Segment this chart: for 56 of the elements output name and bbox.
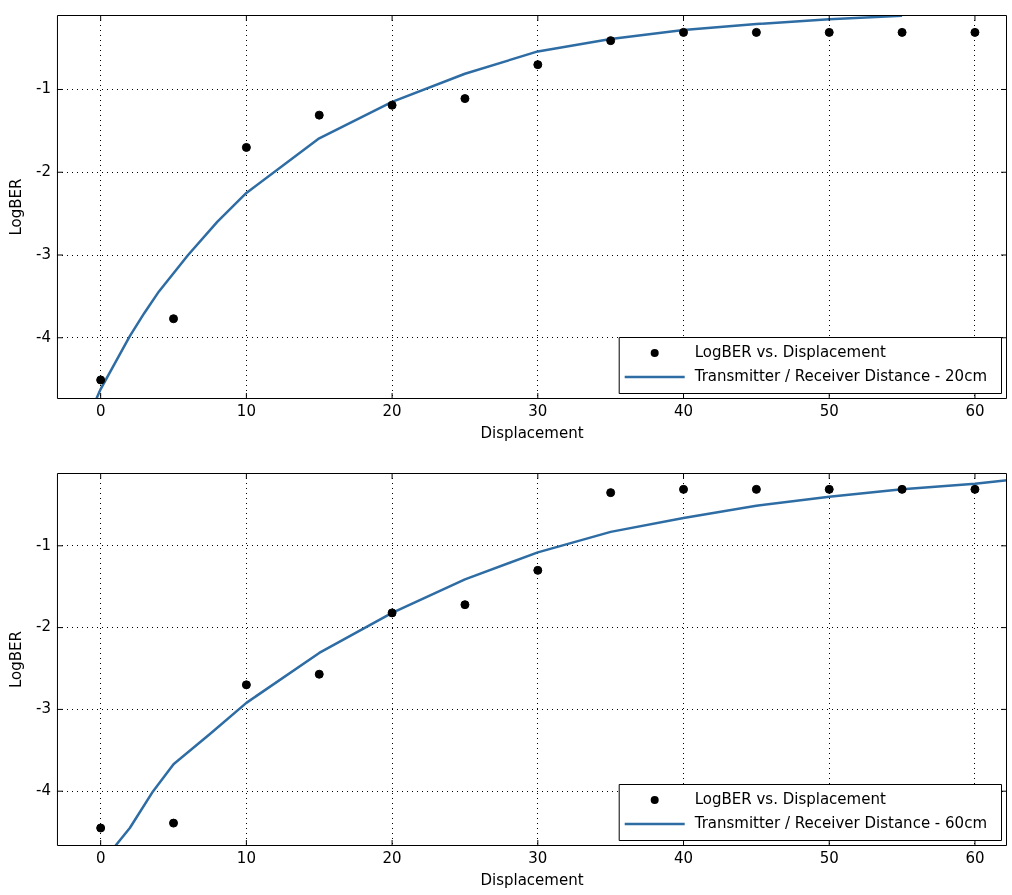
- point: [897, 484, 907, 494]
- point: [606, 36, 616, 46]
- point: [460, 94, 470, 104]
- point: [970, 484, 980, 494]
- x-axis-title: Displacement: [480, 870, 584, 889]
- point: [679, 484, 689, 494]
- point: [169, 314, 179, 324]
- y-tick-label: -1: [35, 535, 51, 554]
- point: [96, 375, 106, 385]
- x-axis-title: Displacement: [480, 423, 584, 442]
- point: [533, 60, 543, 70]
- x-tick-label: 20: [382, 848, 402, 867]
- point: [96, 823, 106, 833]
- x-tick-label: 60: [965, 401, 985, 420]
- y-tick-label: -3: [35, 699, 51, 718]
- point: [241, 142, 251, 152]
- point: [824, 27, 834, 37]
- y-tick-label: -2: [35, 617, 51, 636]
- point: [241, 680, 251, 690]
- x-tick-label: 50: [819, 848, 839, 867]
- x-tick-label: 10: [236, 848, 256, 867]
- legend-label: LogBER vs. Displacement: [694, 789, 886, 808]
- point: [679, 27, 689, 37]
- point: [314, 669, 324, 679]
- point: [970, 27, 980, 37]
- y-tick-label: -4: [35, 327, 51, 346]
- x-tick-label: 60: [965, 848, 985, 867]
- point: [387, 608, 397, 618]
- legend-label: Transmitter / Receiver Distance - 60cm: [693, 813, 987, 832]
- y-tick-label: -3: [35, 244, 51, 263]
- point: [169, 818, 179, 828]
- x-tick-label: 20: [382, 401, 402, 420]
- x-tick-label: 40: [673, 848, 694, 867]
- x-tick-label: 0: [95, 848, 106, 867]
- point: [751, 484, 761, 494]
- x-tick-label: 10: [236, 401, 256, 420]
- point: [387, 100, 397, 110]
- point: [606, 488, 616, 498]
- legend-label: Transmitter / Receiver Distance - 20cm: [693, 366, 987, 385]
- point: [460, 600, 470, 610]
- x-tick-label: 30: [528, 848, 548, 867]
- legend-label: LogBER vs. Displacement: [694, 342, 886, 361]
- point: [751, 27, 761, 37]
- x-tick-label: 0: [95, 401, 106, 420]
- x-tick-label: 30: [528, 401, 548, 420]
- point: [533, 565, 543, 575]
- y-tick-label: -2: [35, 162, 51, 181]
- x-tick-label: 40: [673, 401, 694, 420]
- point: [314, 110, 324, 120]
- point: [824, 484, 834, 494]
- y-tick-label: -4: [35, 781, 51, 800]
- x-tick-label: 50: [819, 401, 839, 420]
- y-axis-title: LogBER: [6, 178, 25, 236]
- y-axis-title: LogBER: [6, 631, 25, 688]
- point: [897, 27, 907, 37]
- y-tick-label: -1: [35, 79, 51, 98]
